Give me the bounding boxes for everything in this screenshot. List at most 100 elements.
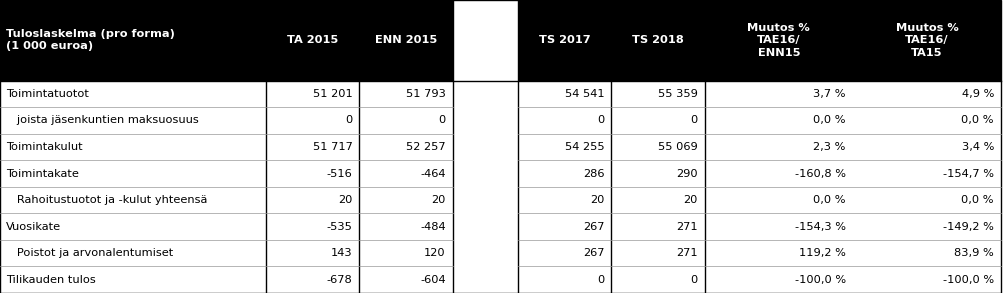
Text: 2,3 %: 2,3 % [812,142,845,152]
Bar [852,187,1000,213]
Text: 0,0 %: 0,0 % [961,115,993,125]
Bar [266,266,359,293]
Bar [0,0,266,81]
Text: -100,0 %: -100,0 % [942,275,993,285]
Text: 54 541: 54 541 [565,89,604,99]
Bar [452,81,518,107]
Text: -484: -484 [419,222,445,232]
Text: 267: 267 [583,248,604,258]
Bar [852,107,1000,134]
Text: 0: 0 [597,275,604,285]
Bar [704,107,852,134]
Bar [359,0,452,81]
Bar [266,134,359,160]
Text: 0,0 %: 0,0 % [812,115,845,125]
Text: 20: 20 [683,195,697,205]
Bar [518,240,611,266]
Bar [611,240,704,266]
Bar [359,187,452,213]
Text: ENN 2015: ENN 2015 [374,35,437,45]
Bar [611,187,704,213]
Bar [518,266,611,293]
Text: -154,3 %: -154,3 % [794,222,845,232]
Bar [518,0,611,81]
Text: -149,2 %: -149,2 % [942,222,993,232]
Bar [704,0,852,81]
Text: 143: 143 [330,248,352,258]
Bar [0,107,266,134]
Bar [0,266,266,293]
Bar [611,266,704,293]
Text: 271: 271 [675,248,697,258]
Bar [266,107,359,134]
Bar [518,107,611,134]
Text: Toimintatuotot: Toimintatuotot [6,89,89,99]
Text: 83,9 %: 83,9 % [953,248,993,258]
Text: Toimintakate: Toimintakate [6,168,79,178]
Text: 51 717: 51 717 [312,142,352,152]
Bar [852,81,1000,107]
Text: -100,0 %: -100,0 % [794,275,845,285]
Text: 0: 0 [690,115,697,125]
Bar [704,187,852,213]
Text: 0: 0 [597,115,604,125]
Bar [359,240,452,266]
Text: Muutos %
TAE16/
ENN15: Muutos % TAE16/ ENN15 [746,23,809,58]
Bar [0,134,266,160]
Text: Poistot ja arvonalentumiset: Poistot ja arvonalentumiset [6,248,174,258]
Text: joista jäsenkuntien maksuosuus: joista jäsenkuntien maksuosuus [6,115,199,125]
Bar [611,107,704,134]
Text: -535: -535 [326,222,352,232]
Bar [852,160,1000,187]
Text: -464: -464 [420,168,445,178]
Bar [611,160,704,187]
Text: -160,8 %: -160,8 % [794,168,845,178]
Text: 271: 271 [675,222,697,232]
Bar [266,213,359,240]
Text: 20: 20 [338,195,352,205]
Text: Rahoitustuotot ja -kulut yhteensä: Rahoitustuotot ja -kulut yhteensä [6,195,208,205]
Bar [452,240,518,266]
Bar [704,160,852,187]
Text: 54 255: 54 255 [565,142,604,152]
Text: -154,7 %: -154,7 % [942,168,993,178]
Text: Tuloslaskelma (pro forma)
(1 000 euroa): Tuloslaskelma (pro forma) (1 000 euroa) [6,29,175,52]
Text: 51 201: 51 201 [312,89,352,99]
Bar [611,0,704,81]
Bar [704,266,852,293]
Text: -678: -678 [326,275,352,285]
Text: 52 257: 52 257 [406,142,445,152]
Text: Toimintakulut: Toimintakulut [6,142,82,152]
Text: 0: 0 [345,115,352,125]
Text: 120: 120 [423,248,445,258]
Bar [0,240,266,266]
Text: 290: 290 [675,168,697,178]
Bar [359,266,452,293]
Text: -516: -516 [326,168,352,178]
Text: 119,2 %: 119,2 % [798,248,845,258]
Bar [452,213,518,240]
Bar [852,240,1000,266]
Bar [359,134,452,160]
Bar [852,213,1000,240]
Bar [518,81,611,107]
Bar [0,187,266,213]
Bar [0,160,266,187]
Bar [704,213,852,240]
Text: 286: 286 [583,168,604,178]
Bar [266,240,359,266]
Text: 3,4 %: 3,4 % [961,142,993,152]
Text: Tilikauden tulos: Tilikauden tulos [6,275,95,285]
Bar [452,0,518,81]
Bar [518,187,611,213]
Text: 20: 20 [590,195,604,205]
Bar [518,134,611,160]
Bar [852,266,1000,293]
Bar [452,266,518,293]
Bar [518,160,611,187]
Bar [611,81,704,107]
Bar [359,213,452,240]
Bar [611,134,704,160]
Text: 51 793: 51 793 [405,89,445,99]
Bar [452,187,518,213]
